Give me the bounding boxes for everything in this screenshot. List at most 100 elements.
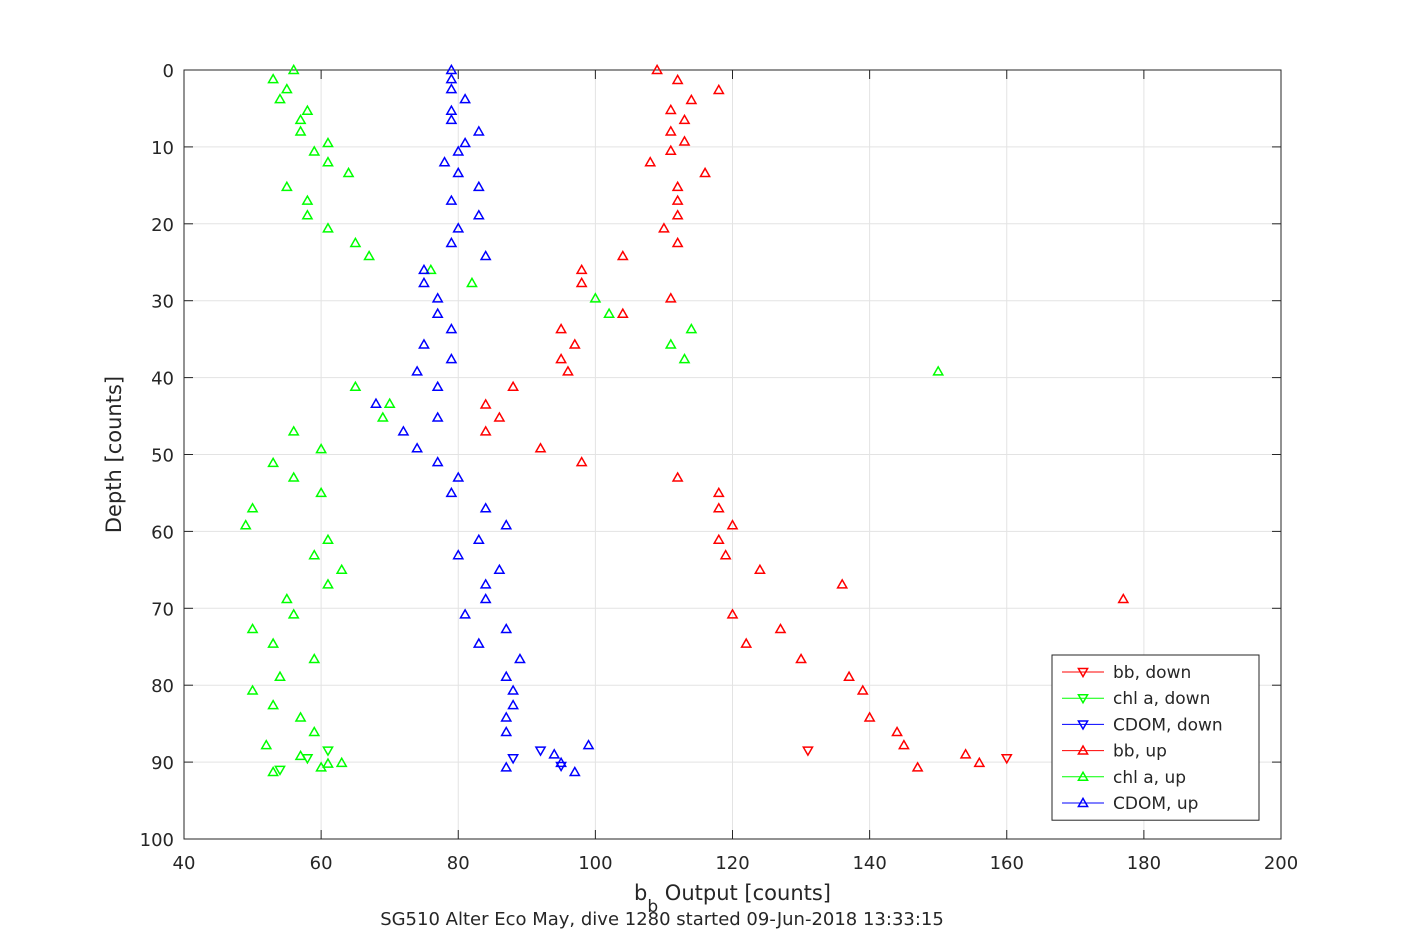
data-point: [472, 125, 485, 136]
x-tick-label: 100: [578, 853, 612, 874]
data-point: [582, 739, 595, 750]
data-point: [479, 249, 492, 261]
data-point: [267, 73, 280, 84]
data-point: [431, 307, 444, 318]
series-3: [479, 63, 1130, 772]
data-point: [418, 276, 430, 288]
data-point: [898, 739, 910, 750]
data-point: [274, 93, 286, 104]
data-point: [452, 145, 465, 156]
y-axis-label: Depth [counts]: [102, 376, 126, 533]
data-point: [322, 136, 334, 148]
data-point: [959, 748, 972, 759]
data-point: [726, 519, 739, 530]
data-point: [260, 739, 273, 750]
data-point: [411, 365, 424, 376]
data-point: [445, 73, 458, 84]
data-point: [315, 486, 328, 498]
data-point: [534, 442, 547, 453]
data-point: [507, 684, 519, 695]
data-point: [664, 125, 677, 136]
data-point: [671, 194, 684, 205]
data-point: [308, 725, 321, 737]
legend-entry: CDOM, up: [1062, 794, 1198, 814]
legend-entry: bb, down: [1062, 663, 1191, 683]
data-point: [308, 652, 321, 664]
data-point: [932, 365, 945, 376]
data-point: [466, 276, 478, 288]
data-point: [294, 125, 307, 136]
data-point: [363, 249, 376, 261]
y-tick-label: 10: [151, 138, 174, 159]
data-point: [445, 113, 458, 125]
legend-label: CDOM, up: [1113, 794, 1198, 814]
legend: bb, down chl a, down CDOM, down bb, up chl a…: [1051, 654, 1260, 821]
data-point: [671, 73, 684, 85]
data-point: [370, 397, 382, 408]
data-point: [267, 456, 280, 468]
data-point: [685, 323, 698, 334]
data-point: [452, 166, 465, 178]
data-point: [342, 166, 355, 178]
y-tick-label: 70: [151, 599, 174, 620]
x-axis-label-main: b: [634, 881, 647, 905]
data-point: [445, 323, 458, 334]
data-point: [472, 637, 485, 648]
data-point: [280, 180, 293, 192]
data-point: [795, 652, 807, 664]
legend-entry: chl a, down: [1062, 689, 1210, 709]
data-point: [863, 711, 876, 722]
chart-footer-caption: SG510 Alter Eco May, dive 1280 started 0…: [380, 909, 944, 930]
data-point: [452, 222, 465, 233]
data-point: [856, 684, 869, 695]
data-point: [500, 670, 513, 681]
y-tick-label: 30: [151, 292, 174, 313]
data-point: [603, 307, 615, 318]
data-point: [301, 194, 314, 205]
data-point: [376, 411, 389, 422]
data-point: [568, 765, 581, 777]
data-point: [287, 471, 300, 482]
data-point: [575, 456, 588, 467]
data-point: [712, 502, 725, 513]
data-point: [452, 471, 465, 482]
series-5: [370, 63, 595, 777]
y-tick-label: 80: [151, 676, 174, 697]
data-point: [445, 194, 458, 205]
data-point: [438, 156, 451, 167]
x-tick-label: 120: [715, 853, 749, 874]
data-point: [349, 236, 362, 248]
data-point: [459, 136, 471, 148]
data-point: [287, 63, 300, 75]
data-point: [507, 380, 519, 392]
data-point: [616, 307, 629, 318]
data-point: [843, 670, 855, 681]
data-point: [973, 756, 986, 768]
data-point: [239, 519, 252, 530]
y-tick-label: 0: [163, 61, 174, 82]
y-tick-label: 40: [151, 369, 174, 390]
x-tick-label: 160: [990, 853, 1024, 874]
data-point: [685, 93, 698, 105]
data-point: [459, 93, 471, 104]
data-point: [424, 263, 437, 275]
legend-marker: [1077, 796, 1089, 808]
legend-entry: bb, up: [1062, 742, 1167, 762]
data-point: [678, 113, 691, 125]
data-point: [507, 754, 519, 765]
x-axis-label-subscript: b: [647, 897, 658, 917]
data-point: [507, 699, 519, 710]
data-point: [562, 365, 574, 376]
data-point: [911, 761, 924, 772]
data-point: [445, 83, 458, 94]
data-point: [322, 533, 334, 545]
data-point: [671, 471, 684, 482]
data-point: [431, 292, 444, 303]
data-point: [479, 425, 492, 436]
data-point: [664, 292, 677, 303]
data-point: [671, 209, 684, 220]
data-point: [274, 670, 286, 681]
data-point: [335, 756, 348, 768]
data-point: [294, 113, 307, 125]
